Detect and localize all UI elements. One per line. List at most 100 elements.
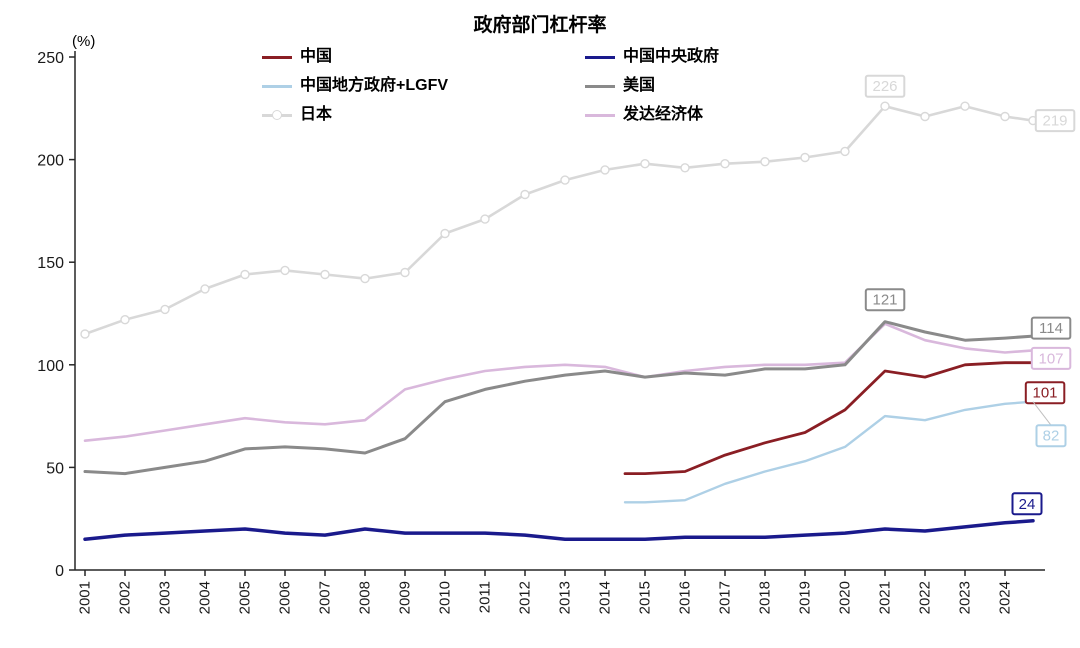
x-tick-label: 2024	[997, 581, 1014, 614]
x-tick-label: 2010	[437, 581, 454, 614]
y-tick-label: 250	[37, 50, 64, 67]
annotation-value: 24	[1019, 496, 1036, 513]
y-tick-label: 0	[55, 563, 64, 580]
annotation-box	[1011, 492, 1043, 516]
series-marker-japan	[160, 304, 170, 315]
legend-swatch-japan	[262, 110, 292, 120]
legend: 中国 中国中央政府中国地方政府+LGFV 美国日本 发达经济体	[262, 46, 719, 126]
legend-label-japan: 日本	[300, 106, 333, 123]
annotation-japan-226: 226	[864, 74, 906, 98]
x-tick-label: 2012	[517, 581, 534, 614]
series-marker-japan	[560, 175, 570, 185]
legend-marker-dot	[272, 110, 282, 120]
series-line-developed-economies	[83, 322, 1035, 443]
series-marker-japan	[600, 165, 610, 175]
y-tick-label: 50	[46, 460, 64, 477]
annotation-us-121: 121	[864, 288, 906, 312]
series-marker-japan	[960, 101, 970, 111]
x-tick-label: 2009	[397, 581, 414, 614]
x-tick-label: 2022	[917, 581, 934, 614]
legend-swatch-developed-economies	[585, 113, 615, 117]
series-line-china-central-gov	[83, 519, 1035, 541]
annotation-value: 82	[1043, 428, 1060, 445]
annotation-value: 114	[1039, 320, 1063, 337]
annotation-value: 226	[872, 78, 897, 95]
series-marker-japan	[120, 315, 130, 325]
legend-item-china: 中国	[262, 46, 585, 68]
legend-item-japan: 日本	[262, 104, 585, 126]
x-tick-label: 2017	[717, 581, 734, 614]
annotation-box	[1030, 346, 1072, 370]
legend-label-us: 美国	[623, 77, 656, 94]
legend-label-china-local-gov-lgfv: 中国地方政府+LGFV	[300, 77, 449, 94]
series-marker-japan	[400, 267, 410, 278]
annotation-china-central-gov-24: 24	[1011, 492, 1043, 516]
annotation-value: 107	[1038, 350, 1063, 367]
y-tick-label: 100	[37, 358, 64, 375]
annotation-box	[1030, 316, 1072, 340]
y-axis-unit-label: (%)	[72, 33, 96, 50]
y-tick-label: 200	[37, 153, 64, 170]
annotation-us-114: 114	[1030, 316, 1072, 340]
legend-label-developed-economies: 发达经济体	[623, 106, 704, 123]
x-tick-label: 2023	[957, 581, 974, 614]
legend-item-us: 美国	[585, 75, 719, 97]
x-tick-label: 2018	[757, 581, 774, 614]
series-line-china-local-gov-lgfv	[623, 400, 1035, 504]
x-tick-label: 2001	[77, 581, 94, 614]
series-marker-japan	[880, 101, 890, 111]
x-tick-label: 2003	[157, 581, 174, 614]
series-marker-japan	[800, 152, 810, 163]
legend-swatch-china-central-gov	[585, 55, 615, 59]
annotation-china-101: 101	[1024, 381, 1066, 405]
series-marker-japan	[720, 158, 730, 169]
x-tick-label: 2005	[237, 581, 254, 614]
series-marker-japan	[840, 146, 850, 157]
series-marker-japan	[480, 214, 490, 224]
annotation-box	[1034, 109, 1076, 133]
x-tick-label: 2015	[637, 581, 654, 614]
series-marker-japan	[360, 273, 370, 284]
series-marker-japan	[240, 269, 250, 280]
series-marker-japan	[320, 269, 330, 280]
annotation-box	[864, 288, 906, 312]
series-line-us	[83, 320, 1035, 476]
legend-item-china-central-gov: 中国中央政府	[585, 46, 719, 68]
x-tick-label: 2013	[557, 581, 574, 614]
legend-label-china: 中国	[300, 48, 333, 65]
x-tick-label: 2016	[677, 581, 694, 614]
series-marker-japan	[760, 156, 770, 167]
x-tick-label: 2002	[117, 581, 134, 614]
series-line-china	[623, 361, 1035, 476]
annotation-box	[1035, 424, 1067, 448]
annotation-china-local-gov-lgfv-82: 82	[1035, 424, 1067, 448]
series-marker-japan	[1000, 111, 1010, 122]
annotation-leader-line	[1032, 401, 1052, 426]
y-tick-label: 150	[37, 255, 64, 272]
series-marker-japan	[520, 189, 530, 200]
annotation-japan-219: 219	[1034, 109, 1076, 133]
x-tick-label: 2020	[837, 581, 854, 614]
annotation-box	[864, 74, 906, 98]
x-tick-label: 2008	[357, 581, 374, 614]
x-tick-label: 2014	[597, 581, 614, 614]
series-marker-japan	[280, 265, 290, 276]
annotation-value: 219	[1042, 113, 1067, 130]
x-tick-label: 2004	[197, 581, 214, 614]
annotation-box	[1024, 381, 1066, 405]
x-tick-label: 2006	[277, 581, 294, 614]
x-tick-label: 2011	[477, 581, 494, 613]
x-tick-label: 2019	[797, 581, 814, 614]
x-tick-label: 2021	[877, 581, 894, 614]
legend-item-china-local-gov-lgfv: 中国地方政府+LGFV	[262, 75, 585, 97]
series-marker-japan	[80, 329, 90, 339]
series-marker-japan	[680, 163, 690, 173]
legend-swatch-us	[585, 84, 615, 88]
series-marker-japan	[200, 284, 210, 294]
series-marker-japan	[640, 158, 650, 169]
x-tick-label: 2007	[317, 581, 334, 614]
legend-swatch-china-local-gov-lgfv	[262, 84, 292, 88]
legend-item-developed-economies: 发达经济体	[585, 104, 719, 126]
